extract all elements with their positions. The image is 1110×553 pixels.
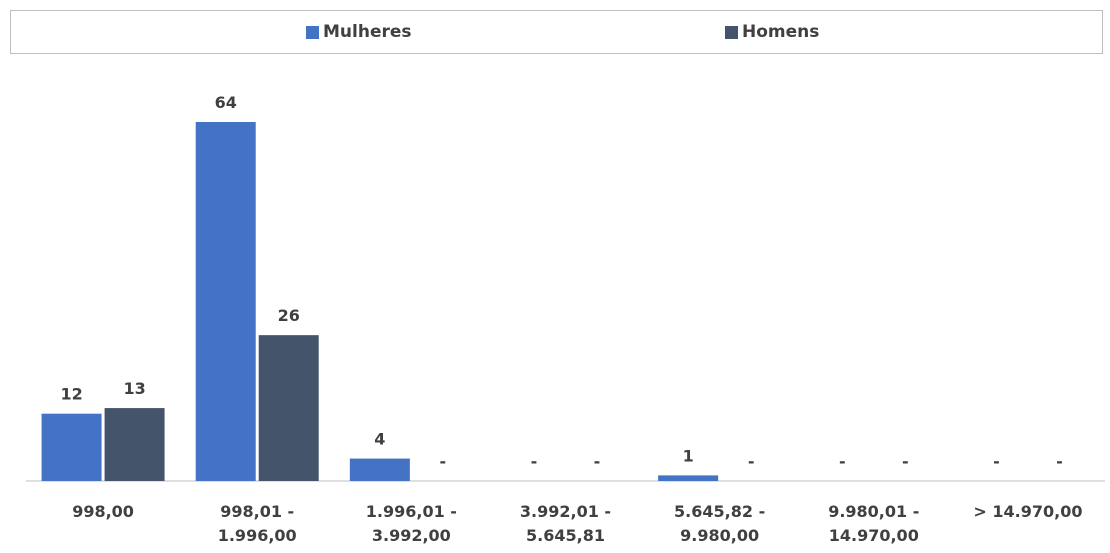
data-label: - (993, 452, 1000, 471)
x-tick-label: > 14.970,00 (973, 502, 1083, 521)
bar (658, 475, 719, 481)
data-label: - (440, 452, 447, 471)
data-label: 64 (215, 93, 237, 112)
x-tick-label: 998,01 - 1.996,00 (217, 502, 297, 545)
legend-swatch (725, 25, 738, 39)
data-label: - (594, 452, 601, 471)
x-tick-label: 5.645,82 - 9.980,00 (674, 502, 766, 545)
data-label: - (839, 452, 846, 471)
legend-swatch (306, 25, 319, 39)
data-label: 4 (374, 430, 385, 449)
legend: Mulheres Homens (10, 10, 1103, 54)
data-label: 12 (60, 385, 82, 404)
bar (349, 458, 410, 481)
x-tick-label: 1.996,01 - 3.992,00 (365, 502, 457, 545)
x-tick-label: 3.992,01 - 5.645,81 (519, 502, 612, 545)
legend-item: Homens (725, 22, 819, 42)
bar (195, 122, 256, 481)
bar (41, 413, 102, 481)
data-label: - (902, 452, 909, 471)
bar (258, 335, 319, 481)
data-label: 13 (123, 379, 145, 398)
legend-label: Mulheres (323, 22, 412, 42)
data-label: - (531, 452, 538, 471)
legend-item: Mulheres (306, 22, 412, 42)
data-label: 1 (683, 446, 694, 465)
x-tick-label: 998,00 (72, 502, 134, 521)
data-label: 26 (278, 306, 300, 325)
legend-label: Homens (742, 22, 820, 42)
data-label: - (1056, 452, 1063, 471)
bar (104, 408, 165, 481)
data-label: - (748, 452, 755, 471)
x-tick-label: 9.980,01 - 14.970,00 (828, 502, 920, 545)
